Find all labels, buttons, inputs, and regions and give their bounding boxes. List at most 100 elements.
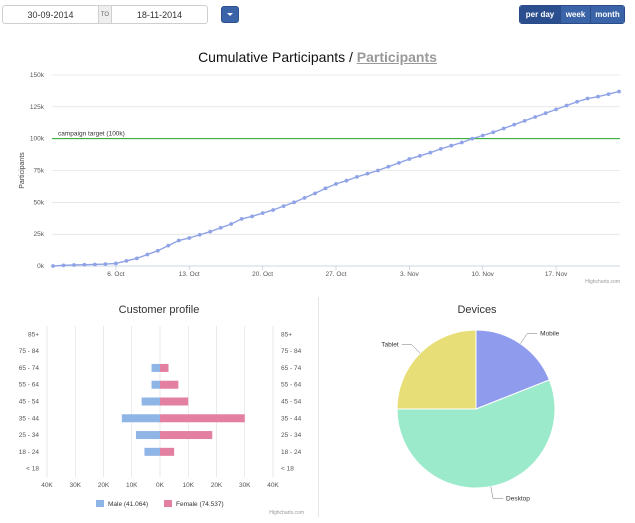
pie-connector [520, 333, 538, 344]
caret-down-icon [227, 13, 233, 16]
female-bar [160, 380, 179, 389]
data-point [428, 150, 433, 155]
data-point [334, 181, 338, 186]
legend-label-male: Male (41.064) [108, 501, 148, 508]
cumulative-participants-chart: 0k 25k 50k 75k 100k 125k 150k Participants 6. Oc… [19, 72, 621, 285]
female-bar [160, 447, 175, 456]
per-day-button[interactable]: per day [520, 6, 560, 23]
pie-label-tablet: Tablet [381, 342, 399, 349]
female-bar [160, 431, 213, 440]
y-tick-label: 25k [34, 231, 45, 238]
date-preset-dropdown-button[interactable] [221, 6, 239, 23]
data-point [543, 111, 548, 116]
pie-connector [490, 486, 504, 499]
data-point [533, 115, 538, 119]
data-point [155, 248, 160, 253]
customer-profile-title: Customer profile [118, 304, 200, 316]
data-point [575, 99, 579, 104]
x-tick-label: 10K [182, 482, 194, 489]
data-point [61, 263, 66, 268]
customer-profile-chart: 40K 30K 20K 10K 0K 10K 20K 30K 40K 85+ 85+ 75 - 84 7… [19, 326, 304, 516]
category-label-left: 25 - 34 [19, 432, 40, 439]
data-point [113, 261, 118, 266]
y-tick-label: 125k [30, 104, 45, 111]
data-point [512, 122, 517, 127]
data-point [292, 200, 296, 205]
category-label-left: 65 - 74 [19, 365, 40, 372]
category-label-right: 75 - 84 [281, 348, 302, 355]
category-label-right: 85+ [281, 331, 292, 338]
category-label-left: < 18 [26, 466, 39, 473]
y-tick-label: 100k [30, 136, 45, 143]
highcharts-credits: Highcharts.com [585, 279, 620, 285]
x-tick-label: 30K [239, 482, 251, 489]
category-label-left: 35 - 44 [19, 415, 40, 422]
pie-label-mobile: Mobile [540, 331, 560, 338]
data-point [617, 89, 621, 94]
data-point [218, 225, 223, 230]
category-label-left: 55 - 64 [19, 382, 40, 389]
x-tick-label: 40K [41, 482, 53, 489]
devices-pie-chart: Mobile Desktop Tablet [381, 329, 560, 502]
category-label-right: 25 - 34 [281, 432, 302, 439]
x-tick-label: 6. Oct [107, 271, 125, 278]
date-from-input[interactable] [3, 6, 98, 23]
legend-swatch-female [164, 500, 172, 507]
data-point [51, 264, 55, 268]
data-point [145, 252, 150, 257]
panel-divider [318, 297, 319, 517]
x-tick-label: 30K [69, 482, 81, 489]
data-point [417, 153, 422, 158]
x-tick-label: 20. Oct [252, 271, 273, 278]
data-point [302, 195, 307, 200]
y-tick-label: 150k [30, 72, 45, 79]
date-to-input[interactable] [112, 6, 207, 23]
pie-label-desktop: Desktop [506, 495, 530, 502]
data-point [166, 243, 171, 248]
participants-link[interactable]: Participants [356, 49, 437, 65]
data-point [124, 259, 129, 263]
x-tick-label: 20K [211, 482, 223, 489]
data-point [470, 136, 475, 141]
category-label-left: 75 - 84 [19, 348, 40, 355]
y-tick-label: 50k [34, 199, 45, 206]
data-point [176, 238, 181, 243]
data-point [480, 133, 485, 138]
y-tick-label: 75k [34, 168, 45, 175]
x-tick-label: 13. Oct [179, 271, 200, 278]
category-label-right: 65 - 74 [281, 365, 302, 372]
data-point [459, 140, 464, 145]
female-bar [160, 397, 189, 406]
data-point [72, 263, 76, 267]
data-point [585, 96, 590, 101]
data-point [271, 208, 276, 212]
female-bar [160, 363, 169, 372]
legend-swatch-male [96, 500, 104, 507]
campaign-target-label: campaign target (100k) [58, 131, 125, 138]
category-label-right: 55 - 64 [281, 382, 302, 389]
male-bar [141, 397, 160, 406]
week-button[interactable]: week [560, 6, 590, 23]
data-point [250, 214, 255, 219]
data-point [386, 164, 391, 169]
devices-title: Devices [457, 304, 497, 316]
x-tick-label: 3. Nov [400, 271, 420, 278]
data-point [344, 178, 349, 183]
data-point [260, 211, 265, 216]
data-point [208, 229, 213, 234]
data-point [449, 143, 454, 148]
x-tick-label: 17. Nov [545, 271, 568, 278]
date-range-picker: TO [2, 5, 208, 24]
y-axis-title: Participants [19, 152, 26, 189]
month-button[interactable]: month [590, 6, 624, 23]
male-bar [121, 414, 160, 423]
male-bar [151, 380, 160, 389]
female-bar [160, 414, 245, 423]
data-point [281, 204, 286, 209]
data-point [229, 222, 234, 226]
date-to-label: TO [98, 6, 112, 23]
data-point [491, 130, 496, 135]
data-point [376, 168, 380, 173]
category-label-left: 85+ [28, 331, 39, 338]
data-point [103, 262, 108, 266]
